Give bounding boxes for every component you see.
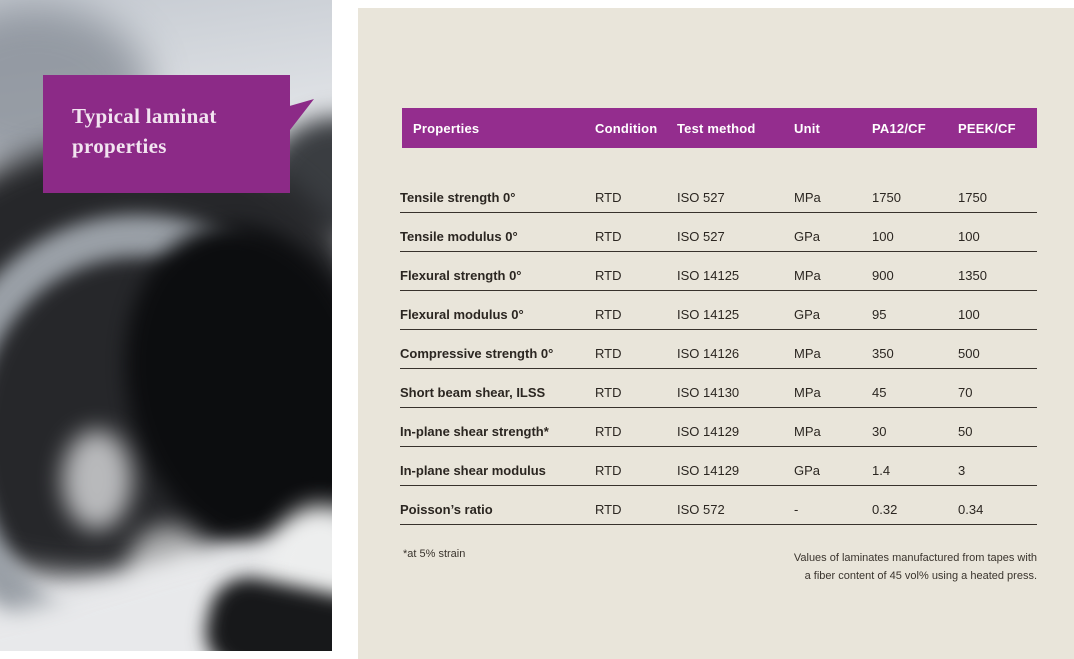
cell-condition: RTD [595, 385, 622, 400]
cell-unit: MPa [794, 346, 821, 361]
cell-property: In-plane shear modulus [400, 463, 546, 478]
column-header-unit: Unit [794, 120, 821, 136]
cell-peekcf: 0.34 [958, 502, 984, 517]
column-header-condition: Condition [595, 120, 658, 136]
table-row: Flexural strength 0° RTD ISO 14125 MPa 9… [400, 252, 1037, 291]
column-header-test-method: Test method [677, 120, 756, 136]
cell-peekcf: 100 [958, 229, 980, 244]
cell-pa12cf: 45 [872, 385, 887, 400]
properties-table: Tensile strength 0° RTD ISO 527 MPa 1750… [400, 174, 1037, 525]
cell-property: In-plane shear strength* [400, 424, 549, 439]
cell-test-method: ISO 14129 [677, 463, 740, 478]
cell-property: Tensile modulus 0° [400, 229, 518, 244]
cell-peekcf: 1750 [958, 190, 987, 205]
cell-condition: RTD [595, 463, 622, 478]
cell-unit: GPa [794, 463, 821, 478]
cell-pa12cf: 350 [872, 346, 894, 361]
cell-test-method: ISO 14126 [677, 346, 740, 361]
page-title-line1: Typical laminat [72, 104, 217, 128]
cell-condition: RTD [595, 424, 622, 439]
cell-condition: RTD [595, 307, 622, 322]
cell-condition: RTD [595, 346, 622, 361]
title-banner: Typical laminat properties [43, 75, 314, 193]
cell-condition: RTD [595, 268, 622, 283]
cell-unit: GPa [794, 307, 821, 322]
footnote-values-line1: Values of laminates manufactured from ta… [793, 552, 1037, 564]
cell-test-method: ISO 14129 [677, 424, 740, 439]
cell-pa12cf: 30 [872, 424, 887, 439]
page-title: Typical laminat properties [72, 101, 217, 161]
table-row: Tensile strength 0° RTD ISO 527 MPa 1750… [400, 174, 1037, 213]
cell-pa12cf: 100 [872, 229, 894, 244]
cell-test-method: ISO 527 [677, 190, 725, 205]
cell-property: Flexural strength 0° [400, 268, 522, 283]
footnote-strain: *at 5% strain [403, 548, 466, 560]
cell-property: Flexural modulus 0° [400, 307, 524, 322]
cell-pa12cf: 1.4 [872, 463, 891, 478]
footnote-values: Values of laminates manufactured from ta… [697, 550, 1037, 585]
cell-peekcf: 500 [958, 346, 980, 361]
cell-pa12cf: 95 [872, 307, 887, 322]
column-header-pa12cf: PA12/CF [872, 120, 926, 136]
cell-pa12cf: 900 [872, 268, 894, 283]
cell-test-method: ISO 14130 [677, 385, 740, 400]
table-row: Tensile modulus 0° RTD ISO 527 GPa 100 1… [400, 213, 1037, 252]
cell-test-method: ISO 14125 [677, 268, 740, 283]
cell-peekcf: 70 [958, 385, 973, 400]
cell-peekcf: 50 [958, 424, 973, 439]
cell-test-method: ISO 572 [677, 502, 725, 517]
table-row: Flexural modulus 0° RTD ISO 14125 GPa 95… [400, 291, 1037, 330]
cell-unit: MPa [794, 190, 821, 205]
cell-peekcf: 100 [958, 307, 980, 322]
cell-condition: RTD [595, 502, 622, 517]
footnote-values-line2: a fiber content of 45 vol% using a heate… [804, 569, 1037, 582]
table-row: Poisson’s ratio RTD ISO 572 - 0.32 0.34 [400, 486, 1037, 525]
cell-pa12cf: 0.32 [872, 502, 898, 517]
cell-peekcf: 3 [958, 463, 966, 478]
table-header-row: Properties Condition Test method Unit PA… [402, 108, 1037, 148]
cell-test-method: ISO 14125 [677, 307, 740, 322]
cell-peekcf: 1350 [958, 268, 987, 283]
column-header-peekcf: PEEK/CF [958, 120, 1016, 136]
table-row: In-plane shear strength* RTD ISO 14129 M… [400, 408, 1037, 447]
column-header-properties: Properties [413, 120, 480, 136]
cell-pa12cf: 1750 [872, 190, 901, 205]
cell-property: Compressive strength 0° [400, 346, 554, 361]
cell-test-method: ISO 527 [677, 229, 725, 244]
cell-property: Poisson’s ratio [400, 502, 493, 517]
cell-property: Tensile strength 0° [400, 190, 516, 205]
table-row: In-plane shear modulus RTD ISO 14129 GPa… [400, 447, 1037, 486]
cell-condition: RTD [595, 190, 622, 205]
cell-unit: MPa [794, 268, 821, 283]
cell-unit: MPa [794, 385, 821, 400]
cell-unit: - [794, 502, 799, 517]
table-row: Short beam shear, ILSS RTD ISO 14130 MPa… [400, 369, 1037, 408]
cell-property: Short beam shear, ILSS [400, 385, 546, 400]
cell-condition: RTD [595, 229, 622, 244]
page-title-line2: properties [72, 134, 167, 158]
cell-unit: MPa [794, 424, 821, 439]
cell-unit: GPa [794, 229, 821, 244]
photo-rim-highlight [62, 430, 132, 530]
table-row: Compressive strength 0° RTD ISO 14126 MP… [400, 330, 1037, 369]
